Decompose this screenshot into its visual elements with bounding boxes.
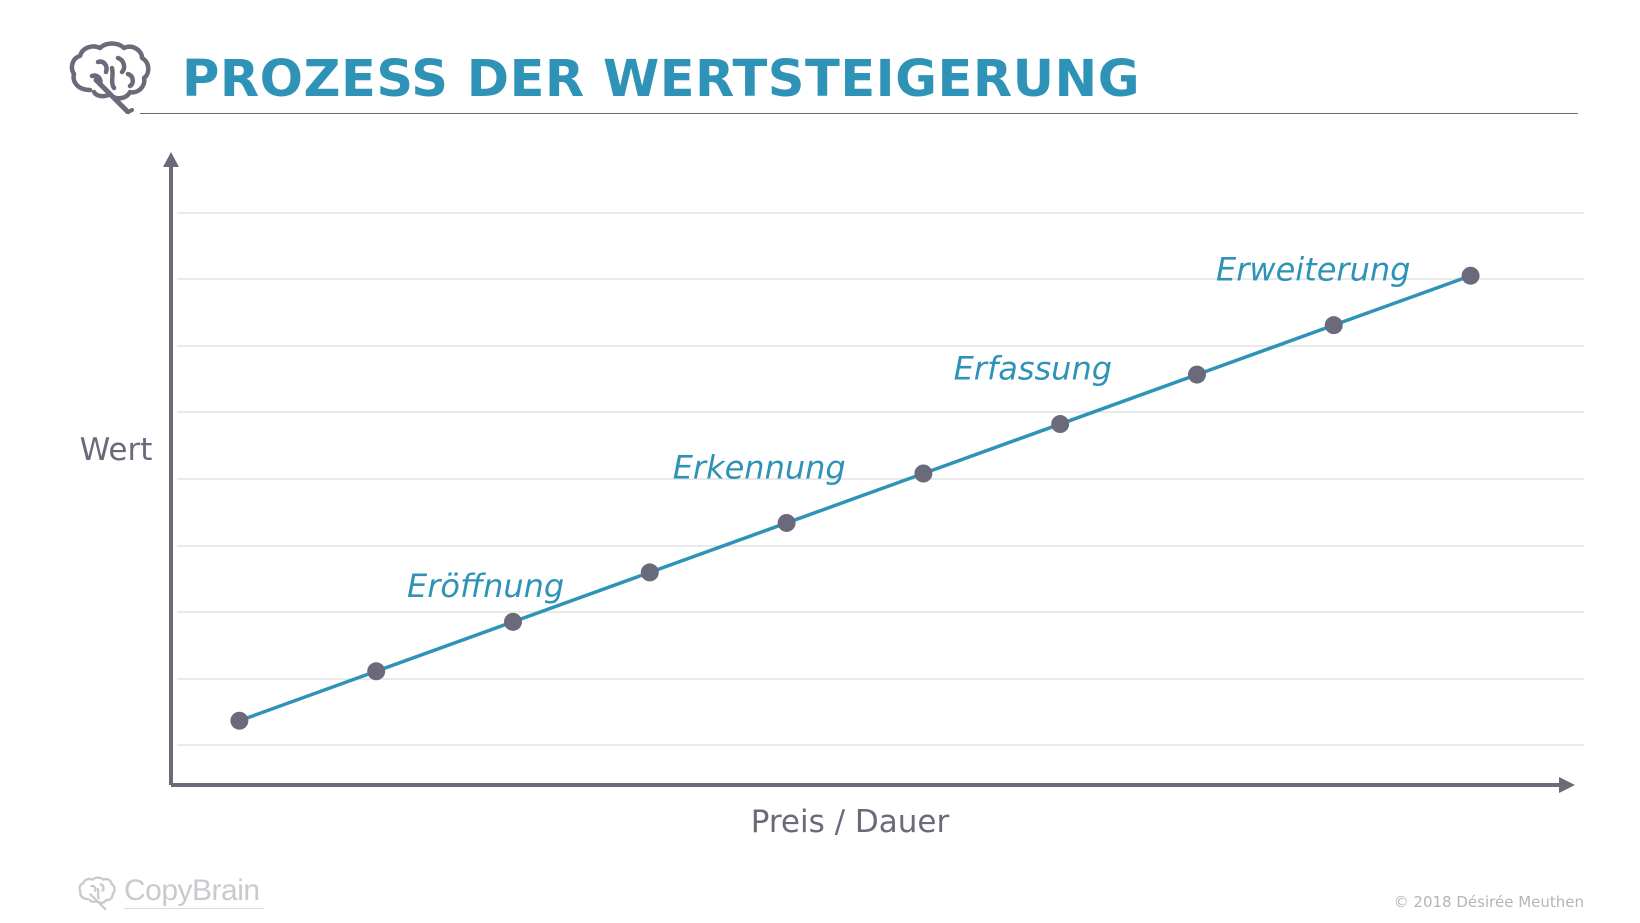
phase-annotation: Erkennung — [673, 448, 846, 486]
footer-logo-text: CopyBrain — [124, 874, 260, 907]
phase-annotation: Erfassung — [954, 350, 1112, 388]
footer-brain-icon — [78, 876, 116, 910]
data-point — [914, 464, 933, 483]
data-point — [503, 612, 522, 631]
y-axis-arrow-icon — [163, 152, 179, 167]
data-point — [1187, 365, 1206, 384]
data-point — [1051, 415, 1070, 434]
series-layer — [230, 266, 1480, 730]
footer-logo: CopyBrain — [76, 868, 276, 912]
data-point — [1461, 266, 1480, 285]
phase-annotation: Eröffnung — [407, 567, 564, 605]
chart-axes — [163, 152, 1575, 793]
annotation-layer: Eröffnung Erkennung Erfassung Erweiterung — [407, 251, 1410, 605]
header: PROZESS DER WERTSTEIGERUNG — [0, 0, 1640, 120]
page-title: PROZESS DER WERTSTEIGERUNG — [182, 50, 1141, 109]
data-point — [1324, 316, 1343, 335]
data-point — [230, 711, 249, 730]
y-axis-label: Wert — [80, 432, 153, 468]
x-axis-arrow-icon — [1559, 777, 1575, 793]
grid-lines — [177, 212, 1584, 746]
phase-annotation: Erweiterung — [1216, 251, 1410, 289]
series-line — [238, 274, 1472, 723]
title-divider — [140, 113, 1578, 114]
data-point — [367, 662, 386, 681]
data-point — [640, 563, 659, 582]
data-point — [777, 513, 796, 532]
brain-icon — [68, 40, 152, 115]
copyright-notice: © 2018 Désirée Meuthen — [1393, 893, 1584, 911]
x-axis-label: Preis / Dauer — [751, 804, 950, 840]
footer-logo-underline — [124, 908, 264, 909]
